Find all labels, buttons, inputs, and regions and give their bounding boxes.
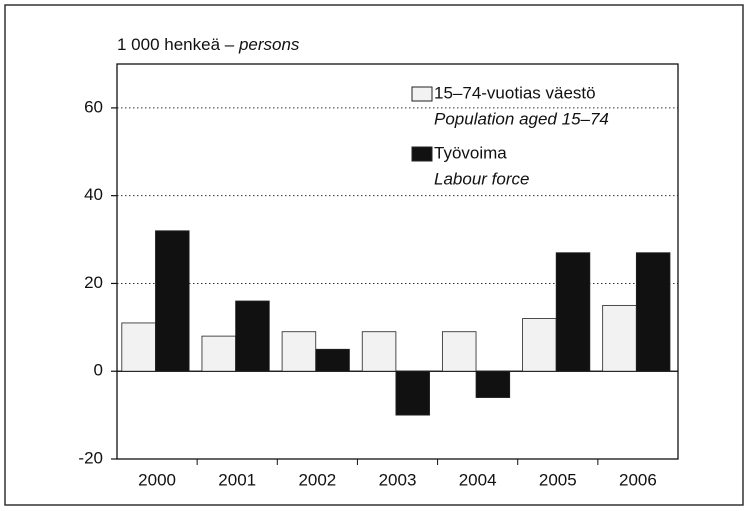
bar (395, 370, 430, 416)
bar (315, 348, 350, 372)
x-tick-label: 2002 (298, 470, 336, 489)
x-tick-label: 2000 (138, 470, 176, 489)
bar (201, 335, 237, 372)
legend-label-en: Population aged 15–74 (434, 109, 609, 128)
x-tick-label: 2005 (539, 470, 577, 489)
legend-label-en: Labour force (434, 169, 529, 188)
legend-label: 15–74-vuotias väestö (434, 83, 596, 102)
bar (635, 252, 671, 372)
legend-label: Työvoima (434, 143, 507, 162)
y-label-en: persons (238, 35, 300, 54)
bar (602, 304, 637, 372)
legend-swatch (411, 146, 433, 162)
y-tick-label: 20 (84, 273, 103, 292)
bar (555, 252, 591, 372)
frame (4, 4, 744, 506)
bar (361, 331, 397, 372)
y-tick-label: 40 (84, 185, 103, 204)
bar (121, 322, 156, 372)
bar (155, 230, 190, 372)
y-tick-label: 60 (84, 97, 103, 116)
x-tick-label: 2006 (619, 470, 657, 489)
bar (281, 331, 317, 372)
y-axis-label: 1 000 henkeä – persons (117, 35, 300, 54)
bar (235, 300, 270, 372)
x-tick-label: 2004 (459, 470, 497, 489)
bar (522, 318, 557, 372)
y-tick-label: 0 (94, 361, 103, 380)
bar (441, 331, 477, 372)
y-tick-label: -20 (78, 448, 103, 467)
y-label-fi: 1 000 henkeä – (117, 35, 235, 54)
plot-area (116, 63, 679, 460)
x-tick-label: 2003 (379, 470, 417, 489)
legend-swatch (411, 86, 433, 102)
bar (475, 370, 511, 398)
x-tick-label: 2001 (218, 470, 256, 489)
